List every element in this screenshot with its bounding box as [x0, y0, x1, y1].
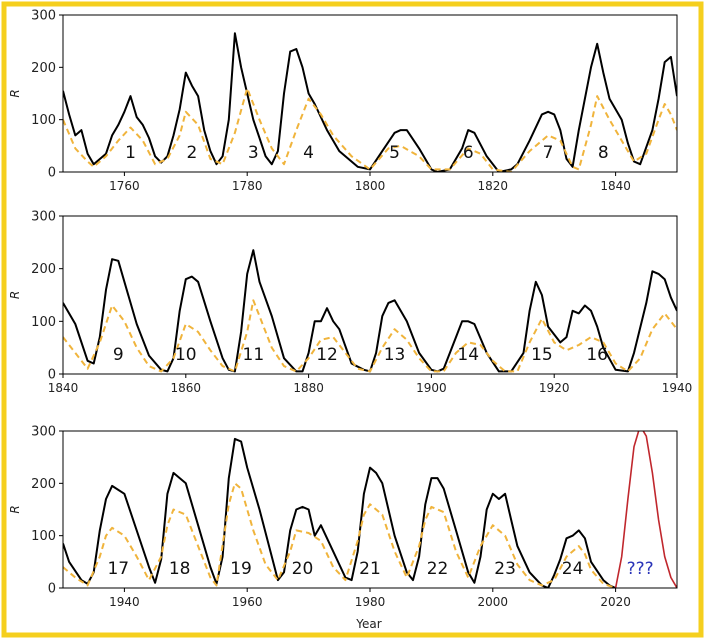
cycle-number-label: 23: [494, 559, 516, 579]
y-tick-label: 200: [31, 262, 56, 277]
series-line-raw: [63, 87, 677, 172]
x-tick-label: 1820: [478, 179, 509, 193]
x-tick-label: 1920: [539, 381, 570, 395]
y-axis-label: R: [8, 89, 22, 97]
x-axis-label: Year: [355, 617, 381, 631]
cycle-number-label: 24: [562, 559, 584, 579]
y-tick-label: 300: [31, 9, 56, 24]
cycle-number-label: 20: [292, 559, 314, 579]
y-tick-label: 300: [31, 210, 56, 225]
series-line-smoothed: [63, 249, 677, 373]
x-tick-label: 1900: [416, 381, 447, 395]
cycle-number-label: 8: [598, 143, 609, 163]
cycle-number-label: 21: [359, 559, 381, 579]
cycle-number-label: 5: [389, 143, 400, 163]
x-tick-label: 1860: [171, 381, 202, 395]
cycle-number-label: 3: [248, 143, 259, 163]
x-tick-label: 1940: [109, 595, 140, 609]
y-tick-label: 200: [31, 61, 56, 76]
axes-box: [62, 215, 678, 375]
y-tick-label: 100: [31, 113, 56, 128]
cycle-number-label: 14: [457, 345, 479, 365]
series-line-raw: [63, 482, 616, 588]
cycle-number-label: 17: [107, 559, 129, 579]
cycle-number-label: 22: [427, 559, 449, 579]
x-tick-label: 1960: [232, 595, 263, 609]
cycle-number-label: 4: [303, 143, 314, 163]
y-axis-label: R: [8, 291, 22, 299]
x-tick-label: 2020: [600, 595, 631, 609]
y-tick-label: 200: [31, 477, 56, 492]
y-tick-label: 100: [31, 315, 56, 330]
cycle-number-label: 13: [384, 345, 406, 365]
cycle-number-label: 16: [586, 345, 608, 365]
prediction-label: ???: [627, 559, 654, 579]
x-tick-label: 1760: [109, 179, 140, 193]
y-tick-label: 0: [48, 368, 56, 383]
x-tick-label: 1800: [355, 179, 386, 193]
y-tick-label: 300: [31, 425, 56, 440]
y-tick-label: 0: [48, 582, 56, 597]
series-line-smoothed: [63, 32, 677, 172]
cycle-number-label: 7: [543, 143, 554, 163]
panel-1840-1940: 0 100 200 300 1840 1860 1880 1900 1920 1940 R 9 10 11…: [8, 210, 692, 396]
panel-1750-1850: 0 100 200 300 1760 1780 1800 1820 1840 R 1 2 3 4 5 6 7 8: [8, 9, 678, 193]
y-tick-label: 100: [31, 529, 56, 544]
x-tick-label: 1980: [355, 595, 386, 609]
x-tick-label: 1840: [600, 179, 631, 193]
x-tick-label: 1880: [293, 381, 324, 395]
cycle-number-label: 9: [113, 345, 124, 365]
cycle-number-label: 1: [125, 143, 136, 163]
cycle-number-label: 12: [316, 345, 338, 365]
series-line-prediction: [614, 431, 677, 588]
cycle-number-label: 18: [169, 559, 191, 579]
x-tick-label: 2000: [478, 595, 509, 609]
y-axis-label: R: [8, 505, 22, 513]
y-tick-label: 0: [48, 166, 56, 181]
series-line-raw: [63, 299, 677, 373]
x-tick-label: 1940: [662, 381, 693, 395]
cycle-number-label: 6: [463, 143, 474, 163]
cycle-number-label: 11: [243, 345, 265, 365]
x-tick-label: 1780: [232, 179, 263, 193]
cycle-number-label: 2: [187, 143, 198, 163]
panel-1930-2030: 0 100 200 300 1940 1960 1980 2000 2020 R 17 18 19 20 2…: [8, 425, 678, 609]
cycle-number-label: 15: [531, 345, 553, 365]
cycle-number-label: 19: [230, 559, 252, 579]
cycle-number-label: 10: [175, 345, 197, 365]
x-tick-label: 1840: [48, 381, 79, 395]
